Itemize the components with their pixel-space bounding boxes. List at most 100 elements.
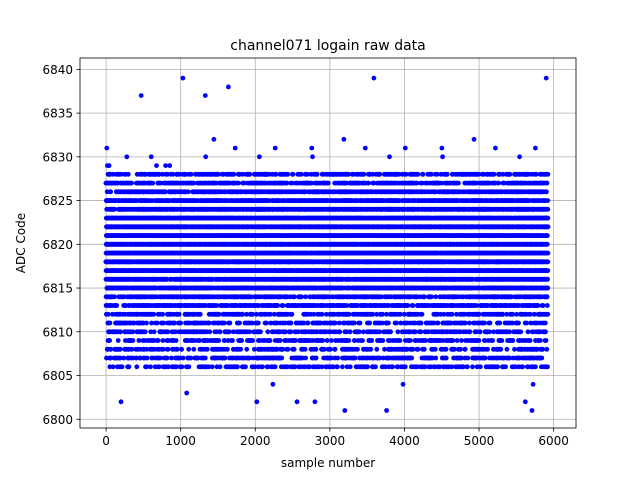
data-point (186, 364, 191, 369)
data-point (237, 321, 242, 326)
data-point (285, 172, 290, 177)
data-point (198, 312, 203, 317)
data-point (291, 172, 296, 177)
data-point (278, 338, 283, 343)
chart-title: channel071 logain raw data (230, 38, 425, 54)
data-point (225, 347, 230, 352)
data-point (152, 329, 157, 334)
data-point (243, 364, 248, 369)
data-point (179, 347, 184, 352)
data-point (250, 338, 255, 343)
data-point (256, 321, 261, 326)
data-point (144, 321, 149, 326)
data-point (292, 294, 297, 299)
data-point (290, 312, 295, 317)
data-point (186, 347, 191, 352)
data-point (175, 347, 180, 352)
data-point (107, 163, 112, 168)
data-point (108, 321, 113, 326)
data-point (124, 154, 129, 159)
data-point (165, 329, 170, 334)
data-point (180, 364, 185, 369)
data-point (121, 356, 126, 361)
data-point (134, 364, 139, 369)
data-point (189, 172, 194, 177)
data-point (114, 303, 119, 308)
data-point (149, 154, 154, 159)
data-point (289, 321, 294, 326)
data-point (247, 329, 252, 334)
data-point (271, 382, 276, 387)
data-point (118, 329, 123, 334)
data-point (239, 338, 244, 343)
data-point (151, 312, 156, 317)
data-point (116, 338, 121, 343)
data-point (244, 347, 249, 352)
data-point (228, 321, 233, 326)
data-point (274, 172, 279, 177)
data-point (247, 172, 252, 177)
data-point (120, 364, 125, 369)
data-point (166, 347, 171, 352)
data-point (292, 347, 297, 352)
data-point (227, 329, 232, 334)
data-point (293, 338, 298, 343)
data-point (230, 338, 235, 343)
data-point (108, 189, 113, 194)
data-point (148, 364, 153, 369)
data-point (188, 356, 193, 361)
data-point (163, 163, 168, 168)
data-point (131, 329, 136, 334)
data-point (280, 303, 285, 308)
data-point (104, 146, 109, 151)
data-point (279, 356, 284, 361)
data-point (177, 312, 182, 317)
data-point (106, 312, 111, 317)
data-point (111, 364, 116, 369)
data-point (167, 163, 172, 168)
data-point (222, 321, 227, 326)
data-point (191, 347, 196, 352)
data-point (289, 329, 294, 334)
data-point (181, 356, 186, 361)
data-point (205, 347, 210, 352)
data-point (143, 329, 148, 334)
data-point (232, 172, 237, 177)
data-point (212, 137, 217, 142)
data-point (273, 364, 278, 369)
data-point (235, 364, 240, 369)
data-point (154, 163, 159, 168)
data-point (186, 189, 191, 194)
data-point (155, 321, 160, 326)
data-point (260, 364, 265, 369)
data-point (126, 364, 131, 369)
data-point (238, 347, 243, 352)
data-point (233, 146, 238, 151)
data-point (126, 172, 131, 177)
data-point (131, 338, 136, 343)
data-point (268, 338, 273, 343)
data-point (264, 321, 269, 326)
data-point (112, 294, 117, 299)
data-point (286, 347, 291, 352)
data-point (257, 154, 262, 159)
data-point (275, 303, 280, 308)
data-point (223, 356, 228, 361)
data-point (236, 181, 241, 186)
data-point (218, 364, 223, 369)
data-point (203, 154, 208, 159)
data-point (273, 146, 278, 151)
data-point (118, 347, 123, 352)
data-point (207, 329, 212, 334)
data-point (258, 329, 263, 334)
data-point (203, 356, 208, 361)
data-point (165, 356, 170, 361)
data-point (299, 294, 304, 299)
data-point (129, 181, 134, 186)
data-point (174, 338, 179, 343)
data-point (150, 181, 155, 186)
data-point (207, 321, 212, 326)
